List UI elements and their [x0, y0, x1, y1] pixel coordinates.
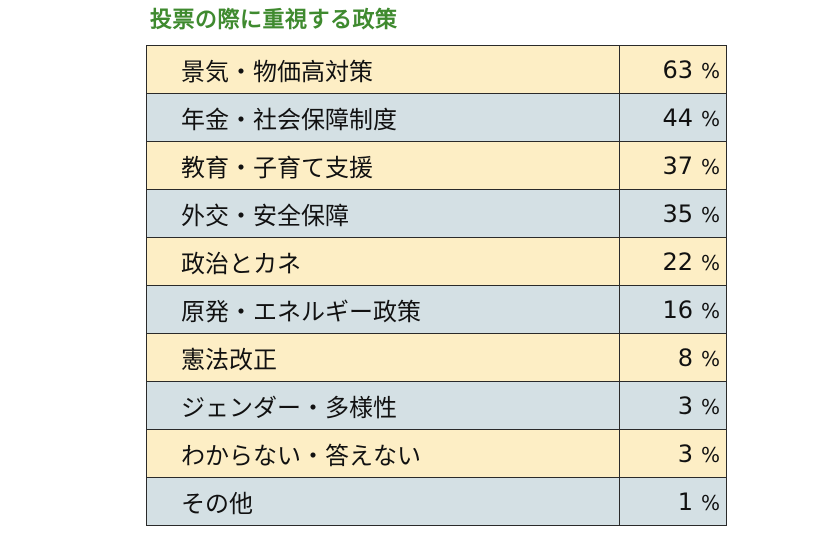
percentage-cell: 3% — [619, 381, 727, 430]
percent-unit: % — [700, 346, 720, 371]
percentage-value: 3 — [677, 439, 693, 468]
percentage-cell: 3% — [619, 429, 727, 478]
percentage-value: 1 — [677, 487, 693, 516]
percentage-cell: 22% — [619, 237, 727, 286]
percentage-value: 35 — [662, 199, 693, 228]
percentage-cell: 35% — [619, 189, 727, 238]
percentage-cell: 8% — [619, 333, 727, 382]
policy-priority-table: 景気・物価高対策 63% 年金・社会保障制度 44% 教育・子育て支援 37% 外交・安全保… — [146, 45, 727, 526]
percentage-value: 63 — [662, 55, 693, 84]
table-row: その他 1% — [146, 477, 727, 526]
percent-unit: % — [700, 202, 720, 227]
percentage-cell: 44% — [619, 93, 727, 142]
percentage-value: 37 — [662, 151, 693, 180]
percent-unit: % — [700, 106, 720, 131]
chart-title: 投票の際に重視する政策 — [150, 8, 398, 33]
percent-unit: % — [700, 154, 720, 179]
percent-unit: % — [700, 250, 720, 275]
percent-unit: % — [700, 490, 720, 515]
table-row: ジェンダー・多様性 3% — [146, 381, 727, 430]
percentage-value: 3 — [677, 391, 693, 420]
policy-label: 景気・物価高対策 — [146, 45, 620, 94]
table-row: 景気・物価高対策 63% — [146, 45, 727, 94]
percentage-cell: 1% — [619, 477, 727, 526]
percentage-cell: 16% — [619, 285, 727, 334]
policy-label: わからない・答えない — [146, 429, 620, 478]
policy-label: その他 — [146, 477, 620, 526]
table-row: 外交・安全保障 35% — [146, 189, 727, 238]
percentage-cell: 63% — [619, 45, 727, 94]
percentage-value: 22 — [662, 247, 693, 276]
policy-label: 外交・安全保障 — [146, 189, 620, 238]
percentage-cell: 37% — [619, 141, 727, 190]
policy-label: 年金・社会保障制度 — [146, 93, 620, 142]
policy-label: 憲法改正 — [146, 333, 620, 382]
table-row: わからない・答えない 3% — [146, 429, 727, 478]
table-body: 景気・物価高対策 63% 年金・社会保障制度 44% 教育・子育て支援 37% 外交・安全保… — [146, 45, 727, 526]
percent-unit: % — [700, 394, 720, 419]
policy-label: 教育・子育て支援 — [146, 141, 620, 190]
table-row: 教育・子育て支援 37% — [146, 141, 727, 190]
percentage-value: 8 — [677, 343, 693, 372]
table-row: 憲法改正 8% — [146, 333, 727, 382]
percent-unit: % — [700, 298, 720, 323]
percent-unit: % — [700, 442, 720, 467]
table-row: 原発・エネルギー政策 16% — [146, 285, 727, 334]
policy-label: 政治とカネ — [146, 237, 620, 286]
policy-label: ジェンダー・多様性 — [146, 381, 620, 430]
table-row: 政治とカネ 22% — [146, 237, 727, 286]
policy-label: 原発・エネルギー政策 — [146, 285, 620, 334]
percent-unit: % — [700, 58, 720, 83]
percentage-value: 16 — [662, 295, 693, 324]
table-row: 年金・社会保障制度 44% — [146, 93, 727, 142]
percentage-value: 44 — [662, 103, 693, 132]
